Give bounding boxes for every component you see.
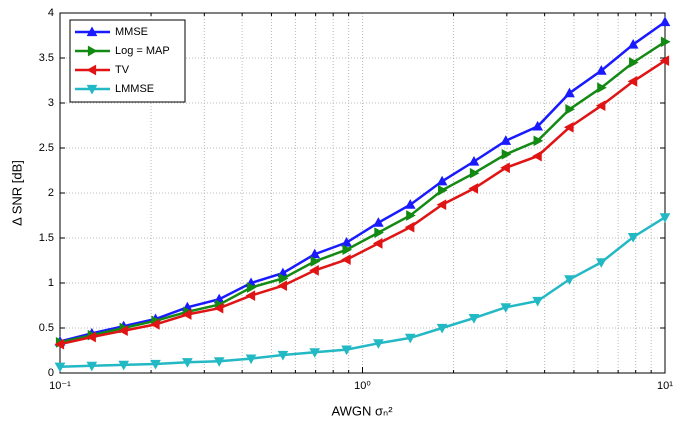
- marker: [404, 221, 415, 233]
- y-tick-label: 3: [48, 97, 54, 109]
- marker: [532, 296, 543, 307]
- y-tick-label: 2: [48, 187, 54, 199]
- marker: [86, 361, 98, 372]
- marker: [500, 303, 512, 313]
- marker: [436, 323, 448, 334]
- marker: [629, 57, 639, 68]
- y-tick-label: 1: [48, 277, 54, 289]
- plot-frame: [59, 12, 666, 374]
- marker: [659, 213, 671, 223]
- legend-marker: [86, 26, 98, 37]
- marker: [374, 227, 384, 238]
- legend-label: Log = MAP: [115, 45, 170, 57]
- x-tick-label: 10⁰: [354, 380, 371, 392]
- legend-label: TV: [115, 64, 130, 76]
- marker: [533, 135, 544, 147]
- marker: [309, 265, 319, 276]
- x-tick-label: 10⁻¹: [49, 380, 71, 392]
- marker: [373, 339, 384, 349]
- marker: [278, 273, 289, 284]
- y-tick-label: 4: [48, 7, 54, 19]
- legend-label: LMMSE: [115, 83, 154, 95]
- x-tick-label: 10¹: [657, 380, 673, 392]
- marker: [181, 309, 192, 320]
- y-tick-label: 3.5: [39, 52, 54, 64]
- marker: [659, 16, 671, 27]
- marker: [245, 290, 256, 301]
- y-axis-label: Δ SNR [dB]: [9, 160, 24, 226]
- marker: [597, 82, 607, 94]
- marker: [564, 87, 575, 98]
- legend-marker: [86, 64, 97, 76]
- marker: [341, 236, 352, 247]
- marker: [564, 275, 575, 285]
- marker: [341, 345, 352, 356]
- marker: [468, 314, 480, 324]
- marker: [438, 184, 448, 196]
- marker: [436, 199, 447, 211]
- series-line: [59, 20, 666, 343]
- y-tick-label: 2.5: [39, 142, 54, 154]
- marker: [595, 258, 607, 268]
- marker: [373, 217, 384, 227]
- marker: [309, 248, 321, 259]
- marker: [659, 55, 670, 67]
- marker: [404, 333, 416, 344]
- marker: [310, 256, 321, 267]
- series-line: [59, 59, 666, 346]
- marker: [563, 121, 574, 133]
- legend-label: MMSE: [115, 26, 148, 38]
- marker: [500, 162, 510, 174]
- y-tick-label: 1.5: [39, 232, 54, 244]
- marker: [309, 348, 321, 358]
- marker: [501, 148, 512, 160]
- marker: [277, 350, 289, 361]
- marker: [372, 238, 383, 249]
- marker: [150, 359, 161, 370]
- y-tick-label: 0: [48, 367, 54, 379]
- marker: [532, 120, 543, 131]
- marker: [246, 282, 257, 293]
- marker: [660, 36, 671, 48]
- series-line: [59, 40, 666, 344]
- y-tick-label: 0.5: [39, 322, 54, 334]
- marker: [118, 325, 128, 337]
- marker: [245, 354, 257, 365]
- legend-marker: [86, 84, 98, 95]
- marker: [342, 244, 353, 256]
- marker: [468, 155, 480, 166]
- marker: [54, 362, 66, 373]
- marker: [627, 233, 639, 243]
- marker: [149, 319, 160, 330]
- marker: [182, 358, 193, 368]
- marker: [627, 38, 639, 49]
- marker: [468, 183, 479, 194]
- marker: [404, 199, 416, 209]
- marker: [532, 150, 542, 162]
- marker: [500, 135, 512, 145]
- marker: [469, 167, 480, 179]
- marker: [277, 280, 288, 292]
- marker: [595, 100, 606, 112]
- marker: [565, 103, 576, 115]
- marker: [118, 360, 130, 371]
- legend-marker: [87, 45, 98, 57]
- marker: [341, 254, 351, 265]
- series-line: [59, 216, 666, 368]
- marker: [406, 210, 416, 221]
- marker: [627, 76, 638, 87]
- marker: [213, 357, 225, 367]
- marker: [54, 338, 65, 350]
- x-axis-label: AWGN σₙ²: [331, 403, 393, 418]
- marker: [86, 331, 96, 343]
- marker: [595, 65, 607, 75]
- marker: [213, 302, 224, 314]
- marker: [436, 175, 448, 186]
